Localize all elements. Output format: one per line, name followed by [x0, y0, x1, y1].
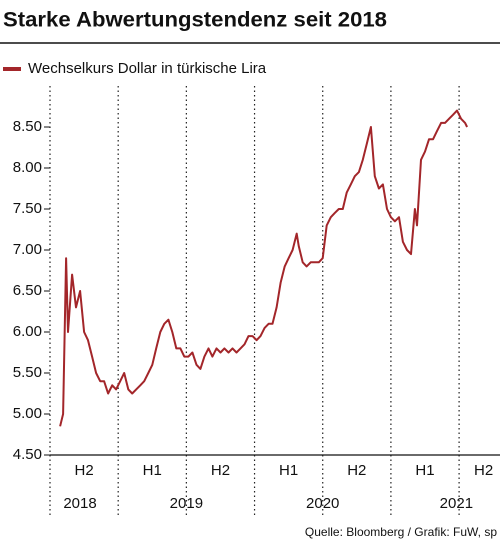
y-tick-label: 5.50	[13, 364, 42, 381]
source: Quelle: Bloomberg / Grafik: FuW, sp	[305, 525, 497, 539]
y-tick-label: 4.50	[13, 446, 42, 463]
y-tick-label: 5.00	[13, 405, 42, 422]
y-tick-label: 6.00	[13, 323, 42, 340]
y-tick-label: 7.00	[13, 241, 42, 258]
x-tick-label: H2	[211, 462, 230, 479]
y-tick-label: 8.50	[13, 118, 42, 135]
chart-title: Starke Abwertungstendenz seit 2018	[3, 9, 387, 32]
x-tick-label: H2	[474, 462, 493, 479]
y-tick-label: 8.00	[13, 159, 42, 176]
y-tick-label: 6.50	[13, 282, 42, 299]
legend-label: Wechselkurs Dollar in türkische Lira	[28, 60, 267, 77]
x-tick-label: H2	[74, 462, 93, 479]
line	[59, 109, 468, 427]
year-label: 2019	[170, 495, 203, 512]
x-tick-label: H2	[347, 462, 366, 479]
year-label: 2021	[440, 495, 473, 512]
x-tick-label: H1	[143, 462, 162, 479]
y-tick-label: 7.50	[13, 200, 42, 217]
year-label: 2020	[306, 495, 339, 512]
x-tick-label: H1	[415, 462, 434, 479]
year-label: 2018	[63, 495, 96, 512]
x-tick-label: H1	[279, 462, 298, 479]
